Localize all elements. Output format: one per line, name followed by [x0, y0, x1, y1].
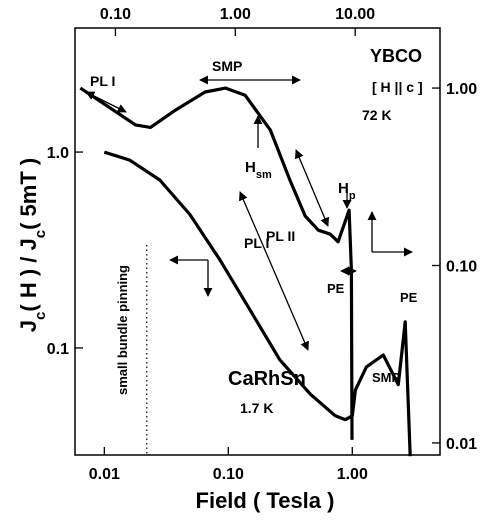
annotation: SMP [372, 370, 401, 385]
x-axis-label: Field ( Tesla ) [196, 488, 335, 513]
annotation: PE [327, 281, 345, 296]
annotation-text: PE [400, 290, 418, 305]
series-line [79, 86, 354, 440]
x2-tick-label: 0.10 [100, 6, 131, 23]
annotation-text: YBCO [370, 46, 422, 66]
y-label-part: c [32, 230, 49, 238]
annotation: PL II [266, 228, 295, 244]
annotation: PE [400, 290, 418, 305]
y-label-part: c [32, 312, 49, 320]
x2-tick-label: 1.00 [220, 6, 251, 23]
annotation-text: PL I [90, 73, 115, 89]
y2-tick-label: 1.00 [446, 81, 477, 98]
annotation: PL I [244, 235, 269, 251]
annotation-text: PL I [244, 235, 269, 251]
x-tick-label: 1.00 [337, 466, 368, 483]
reference-label: small bundle pinning [115, 265, 130, 395]
annotation-text: CaRhSn [228, 368, 306, 390]
y-tick-label: 0.1 [47, 341, 69, 358]
arrows [85, 75, 413, 351]
annotation-sub: sm [256, 169, 272, 181]
annotation: PL I [90, 73, 115, 89]
series-line [103, 150, 412, 457]
arrow [294, 149, 330, 227]
annotation-text: 1.7 K [240, 400, 273, 416]
annotation: 72 K [362, 107, 392, 123]
x-tick-label: 0.10 [213, 466, 244, 483]
x2-tick-label: 10.00 [335, 6, 375, 23]
annotation-text: [ H || c ] [372, 79, 423, 95]
annotation-text: H [245, 159, 256, 176]
annotation-text: 72 K [362, 107, 392, 123]
annotation-text: PL II [266, 228, 295, 244]
plot-frame [74, 27, 441, 456]
y-label-part: ( 5mT ) [16, 158, 41, 230]
annotation-text: SMP [212, 58, 242, 74]
y-label-part: J [16, 320, 41, 332]
annotation: [ H || c ] [372, 79, 423, 95]
x-tick-label: 0.01 [89, 466, 120, 483]
annotation: YBCO [370, 46, 422, 66]
annotation: CaRhSn [228, 368, 306, 390]
arrow [239, 191, 309, 351]
annotation: Hsm [245, 159, 272, 181]
y-tick-label: 1.0 [47, 145, 69, 162]
annotation: 1.7 K [240, 400, 273, 416]
annotation-text: SMP [372, 370, 401, 385]
annotation: Hp [338, 180, 356, 202]
annotation-text: H [338, 180, 349, 197]
y-axis-label: Jc( H ) / Jc( 5mT ) [16, 158, 49, 332]
annotation-text: PE [327, 281, 345, 296]
annotation-sub: p [349, 190, 356, 202]
y-label-part: ( H ) / J [16, 238, 41, 311]
y2-tick-label: 0.01 [446, 436, 477, 453]
y2-tick-label: 0.10 [446, 258, 477, 275]
annotation: SMP [212, 58, 242, 74]
